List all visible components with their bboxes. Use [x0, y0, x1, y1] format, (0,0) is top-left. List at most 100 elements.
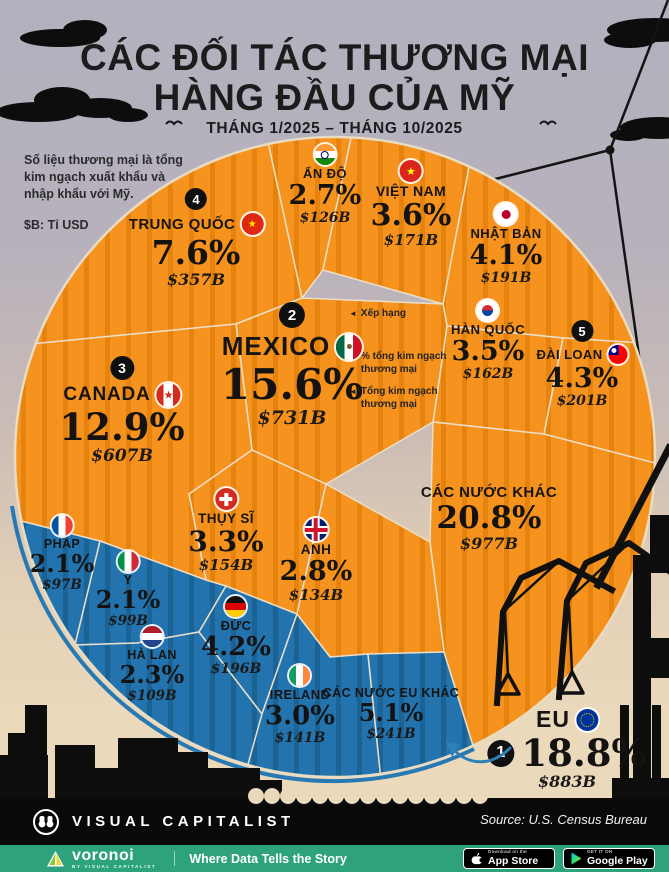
voronoi-brand: voronoi BY VISUAL CAPITALIST	[46, 846, 157, 870]
trade-value: $607B	[91, 446, 153, 467]
cell-switzerland: THỤY SĨ 3.3% $154B	[188, 488, 264, 575]
divider	[174, 851, 176, 866]
trade-value: $883B	[537, 772, 597, 792]
page-title: CÁC ĐỐI TÁC THƯƠNG MẠI HÀNG ĐẦU CỦA MỸ	[0, 38, 669, 118]
cell-japan: NHẬT BẢN 4.1% $191B	[470, 203, 542, 287]
country-label: CÁC NƯỚC EU KHÁC	[322, 686, 460, 700]
trade-value: $162B	[462, 366, 514, 383]
country-label: ĐỨC	[220, 618, 252, 633]
trade-value: $134B	[288, 586, 344, 605]
note-body: Số liệu thương mại là tổng kim ngạch xuấ…	[24, 153, 183, 201]
pct-value: 2.7%	[288, 180, 362, 211]
cloud-icons	[0, 18, 669, 141]
cell-india: ẤN ĐỘ 2.7% $126B	[288, 144, 362, 227]
pct-value: 7.6%	[151, 233, 241, 272]
taiwan-flag-icon	[608, 345, 628, 364]
cell-taiwan: 5 ĐÀI LOAN 4.3% $201B	[536, 320, 628, 409]
trade-value: $191B	[480, 270, 532, 287]
country-label: NHẬT BẢN	[470, 226, 542, 241]
apple-icon	[471, 852, 483, 864]
south-korea-flag-icon	[477, 300, 499, 321]
country-label: IRELAND	[269, 687, 331, 702]
cell-eu-total: EU 1 18.8% $883B	[487, 706, 647, 792]
trade-value: $97B	[42, 576, 82, 593]
callout-pct: ◄ % tổng kim ngạch thương mại	[349, 351, 449, 376]
cell-france: PHÁP 2.1% $97B	[30, 515, 94, 593]
title-line1: CÁC ĐỐI TÁC THƯƠNG MẠI	[79, 37, 589, 78]
country-label: PHÁP	[43, 537, 81, 551]
city-skyline	[0, 705, 282, 805]
cell-uk: ANH 2.8% $134B	[279, 518, 353, 605]
india-flag-icon	[314, 144, 336, 165]
country-label: ĐÀI LOAN	[536, 347, 603, 362]
pct-value: 2.3%	[119, 660, 185, 689]
tagline: Where Data Tells the Story	[189, 851, 347, 866]
country-label: ẤN ĐỘ	[303, 166, 347, 181]
trade-value: $99B	[108, 612, 148, 629]
country-label: CÁC NƯỚC KHÁC	[420, 484, 558, 501]
cable-joint	[605, 145, 615, 155]
visual-capitalist-logo-icon	[33, 808, 59, 835]
scalloped-edge	[248, 788, 488, 804]
trade-value: $154B	[198, 556, 254, 575]
trade-value: $141B	[274, 730, 326, 747]
pct-value: 5.1%	[358, 698, 424, 727]
country-label: Ý	[123, 573, 133, 587]
source-credit: Source: U.S. Census Bureau	[480, 812, 647, 827]
country-label: MEXICO	[221, 331, 331, 361]
eu-rim-arc	[10, 505, 475, 784]
chart-rim	[13, 135, 657, 779]
cell-germany: ĐỨC 4.2% $196B	[201, 596, 271, 677]
uk-flag-icon	[304, 518, 328, 541]
trade-value: $171B	[383, 231, 439, 250]
trade-value: $357B	[166, 270, 226, 290]
app-store-badge[interactable]: Download on the App Store	[463, 848, 555, 869]
france-flag-icon	[51, 515, 73, 536]
voronoi-app-bar: voronoi BY VISUAL CAPITALIST Where Data …	[0, 845, 669, 872]
country-label: EU	[536, 706, 570, 732]
country-label: ANH	[300, 542, 332, 557]
pct-value: 4.3%	[545, 363, 619, 394]
trade-value: $126B	[299, 210, 351, 227]
google-play-icon	[571, 852, 582, 865]
germany-flag-icon	[225, 596, 247, 617]
trade-value: $731B	[257, 406, 327, 429]
vietnam-flag-icon	[399, 160, 422, 182]
methodology-note: Số liệu thương mại là tổng kim ngạch xuấ…	[24, 152, 186, 234]
visual-capitalist-brand: VISUAL CAPITALIST	[32, 808, 295, 836]
pct-value: 2.8%	[279, 556, 353, 587]
pct-value: 15.6%	[220, 360, 364, 409]
title-line2: HÀNG ĐẦU CỦA MỸ	[153, 76, 516, 118]
cell-italy: Ý 2.1% $99B	[95, 551, 161, 629]
italy-flag-icon	[117, 551, 139, 572]
brand-name: VISUAL CAPITALIST	[72, 813, 295, 830]
voronoi-byline: BY VISUAL CAPITALIST	[72, 863, 157, 869]
country-label: THỤY SĨ	[198, 511, 254, 526]
rank-badge: 1	[487, 739, 515, 767]
pct-value: 12.9%	[59, 405, 185, 449]
cell-china: 4 TRUNG QUỐC 7.6% $357B	[129, 188, 264, 289]
rank-badge: 2	[278, 302, 305, 328]
trade-value: $109B	[127, 687, 177, 704]
country-label: HÀ LAN	[127, 648, 177, 662]
cell-canada: 3 CANADA 12.9% $607B	[59, 356, 185, 467]
country-label: TRUNG QUỐC	[128, 215, 236, 233]
cell-ireland: IRELAND 3.0% $141B	[265, 665, 335, 746]
trade-value: $196B	[210, 661, 262, 678]
pct-value: 3.3%	[188, 525, 264, 558]
callout-rank: ◄ Xếp hạng	[349, 308, 406, 319]
rank-badge: 3	[110, 356, 134, 380]
google-play-badge[interactable]: GET IT ON Google Play	[563, 848, 655, 869]
pct-value: 2.1%	[95, 585, 161, 614]
rank-badge: 5	[571, 320, 593, 342]
store-badges: Download on the App Store GET IT ON Goog…	[463, 848, 655, 869]
note-unit: $B: Tỉ USD	[24, 217, 89, 232]
japan-flag-icon	[494, 203, 517, 225]
switzerland-flag-icon	[214, 488, 237, 510]
pct-value: 3.6%	[370, 198, 452, 233]
voronoi-wordmark: voronoi	[72, 846, 135, 864]
voronoi-logo-icon	[47, 850, 64, 866]
footer-bar: VISUAL CAPITALIST Source: U.S. Census Bu…	[0, 798, 669, 845]
